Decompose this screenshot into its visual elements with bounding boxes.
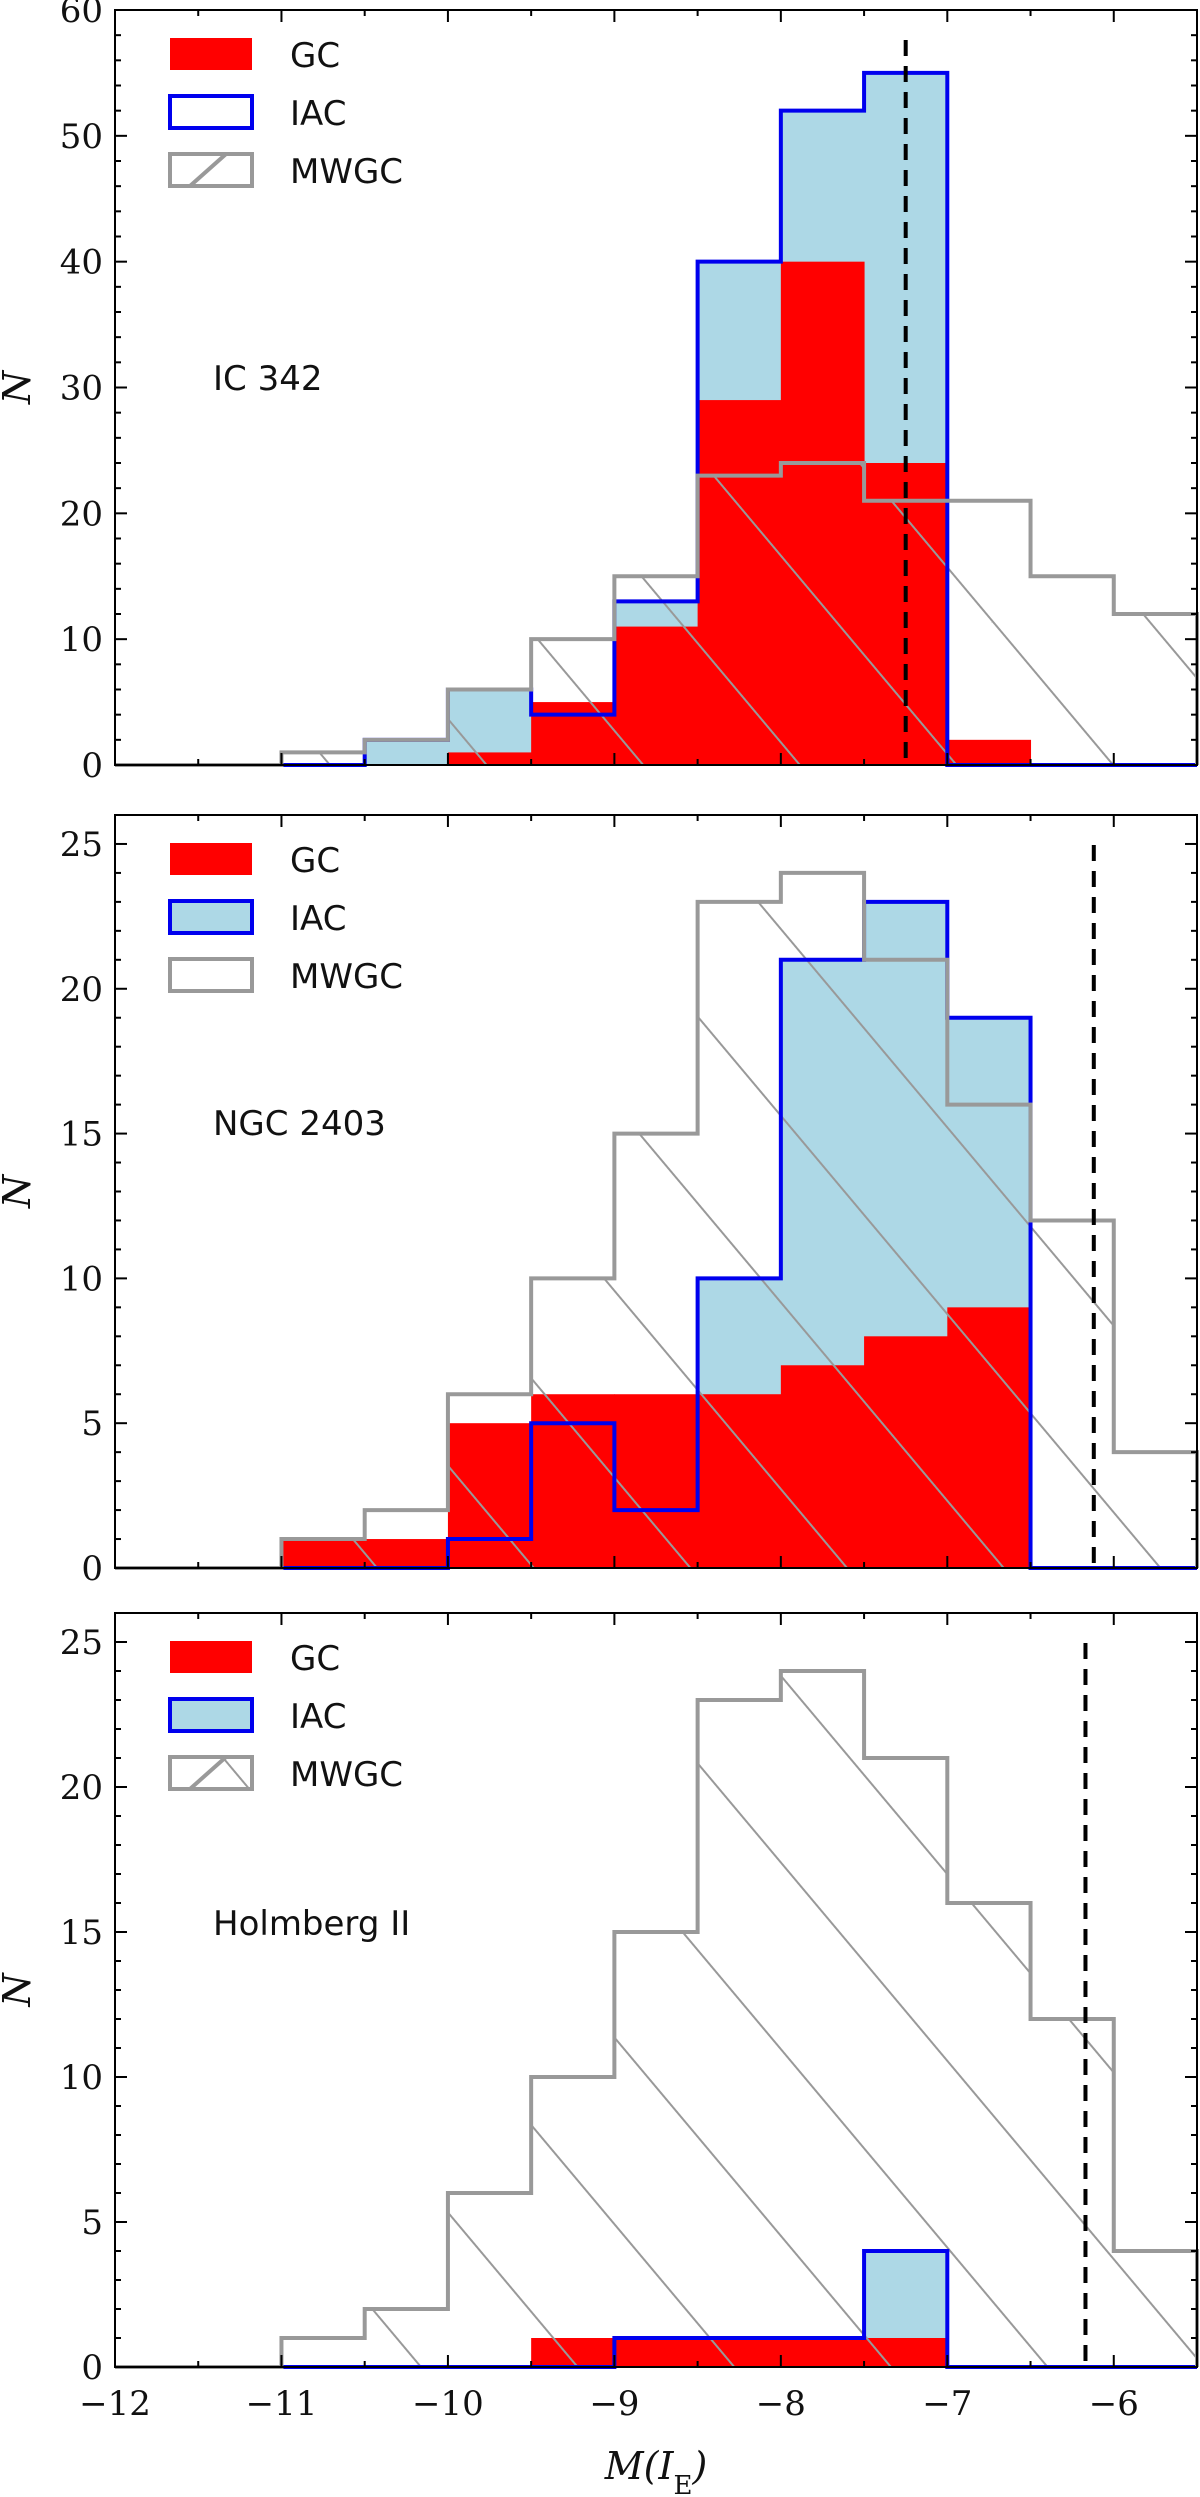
- y-tick-label: 40: [60, 243, 103, 283]
- mwgc-outline: [115, 870, 1199, 1570]
- legend: GC IAC MWGC: [168, 1639, 403, 1795]
- y-axis-title: N: [0, 369, 39, 405]
- legend-label-mwgc: MWGC: [290, 1755, 403, 1795]
- y-tick-label: 15: [60, 1115, 103, 1155]
- x-tick-label: −11: [246, 2384, 318, 2424]
- mwgc-outline: [115, 461, 1199, 767]
- y-tick-label: 20: [60, 494, 103, 534]
- legend-hatch-mark: [188, 1755, 228, 1791]
- y-tick-label: 10: [60, 620, 103, 660]
- legend-swatch-iac: [168, 899, 254, 935]
- legend-swatch-gc: [170, 1641, 252, 1673]
- legend-label-iac: IAC: [290, 94, 346, 134]
- legend: GC IAC MWGC: [168, 841, 403, 997]
- y-tick-label: 15: [60, 1913, 103, 1953]
- y-tick-label: 0: [81, 1549, 103, 1589]
- legend-swatch-gc: [170, 38, 252, 70]
- y-tick-label: 0: [81, 2348, 103, 2388]
- legend-swatch-iac: [168, 1697, 254, 1733]
- legend: GC IAC MWGC: [168, 36, 403, 192]
- mwgc-hatch: [115, 1671, 1197, 2367]
- legend-label-mwgc: MWGC: [290, 152, 403, 192]
- x-tick-label: −7: [922, 2384, 972, 2424]
- panel-2: 0 5 10 15 20 25 N NGC 2403 GC IAC MWGC: [0, 814, 1199, 1589]
- y-axis-title: N: [0, 1972, 39, 2008]
- legend-label-iac: IAC: [290, 899, 346, 939]
- y-tick-label: 5: [81, 1404, 103, 1444]
- mwgc-outline: [115, 1669, 1199, 2369]
- mwgc-hatch: [115, 872, 1197, 1568]
- y-tick-label: 5: [81, 2203, 103, 2243]
- y-tick-label: 20: [60, 1768, 103, 1808]
- legend-hatch-mark: [188, 152, 228, 188]
- legend-swatch-iac: [168, 94, 254, 130]
- legend-label-gc: GC: [290, 1639, 340, 1679]
- galaxy-label: NGC 2403: [213, 1104, 386, 1144]
- x-tick-label: −12: [79, 2384, 151, 2424]
- legend-label-gc: GC: [290, 841, 340, 881]
- legend-swatch-mwgc: [168, 957, 254, 993]
- y-tick-label: 25: [60, 1623, 103, 1663]
- x-tick-label: −10: [412, 2384, 484, 2424]
- y-tick-label: 50: [60, 117, 103, 157]
- legend-swatch-mwgc: [168, 152, 254, 188]
- panel-1: 0 10 20 30 40 50 60 N IC 342 GC IAC MWGC: [0, 0, 1199, 786]
- legend-label-mwgc: MWGC: [290, 957, 403, 997]
- y-tick-label: 10: [60, 1259, 103, 1299]
- y-tick-label: 20: [60, 970, 103, 1010]
- x-tick-label: −8: [756, 2384, 806, 2424]
- x-tick-label: −6: [1089, 2384, 1139, 2424]
- x-tick-label: −9: [589, 2384, 639, 2424]
- y-axis-title: N: [0, 1173, 39, 1209]
- legend-swatch-gc: [170, 843, 252, 875]
- galaxy-label: Holmberg II: [213, 1904, 410, 1944]
- y-tick-label: 60: [60, 0, 103, 31]
- x-axis-title: M(IE): [604, 2444, 708, 2497]
- mwgc-hatch: [115, 463, 1197, 765]
- y-tick-label: 0: [81, 746, 103, 786]
- y-tick-label: 30: [60, 369, 103, 409]
- legend-label-iac: IAC: [290, 1697, 346, 1737]
- panel-3: 0 5 10 15 20 25 N Holmberg II GC IAC MWGC −12 −11 −10…: [0, 1612, 1199, 2497]
- galaxy-label: IC 342: [213, 359, 322, 399]
- y-tick-label: 10: [60, 2058, 103, 2098]
- legend-label-gc: GC: [290, 36, 340, 76]
- y-tick-label: 25: [60, 825, 103, 865]
